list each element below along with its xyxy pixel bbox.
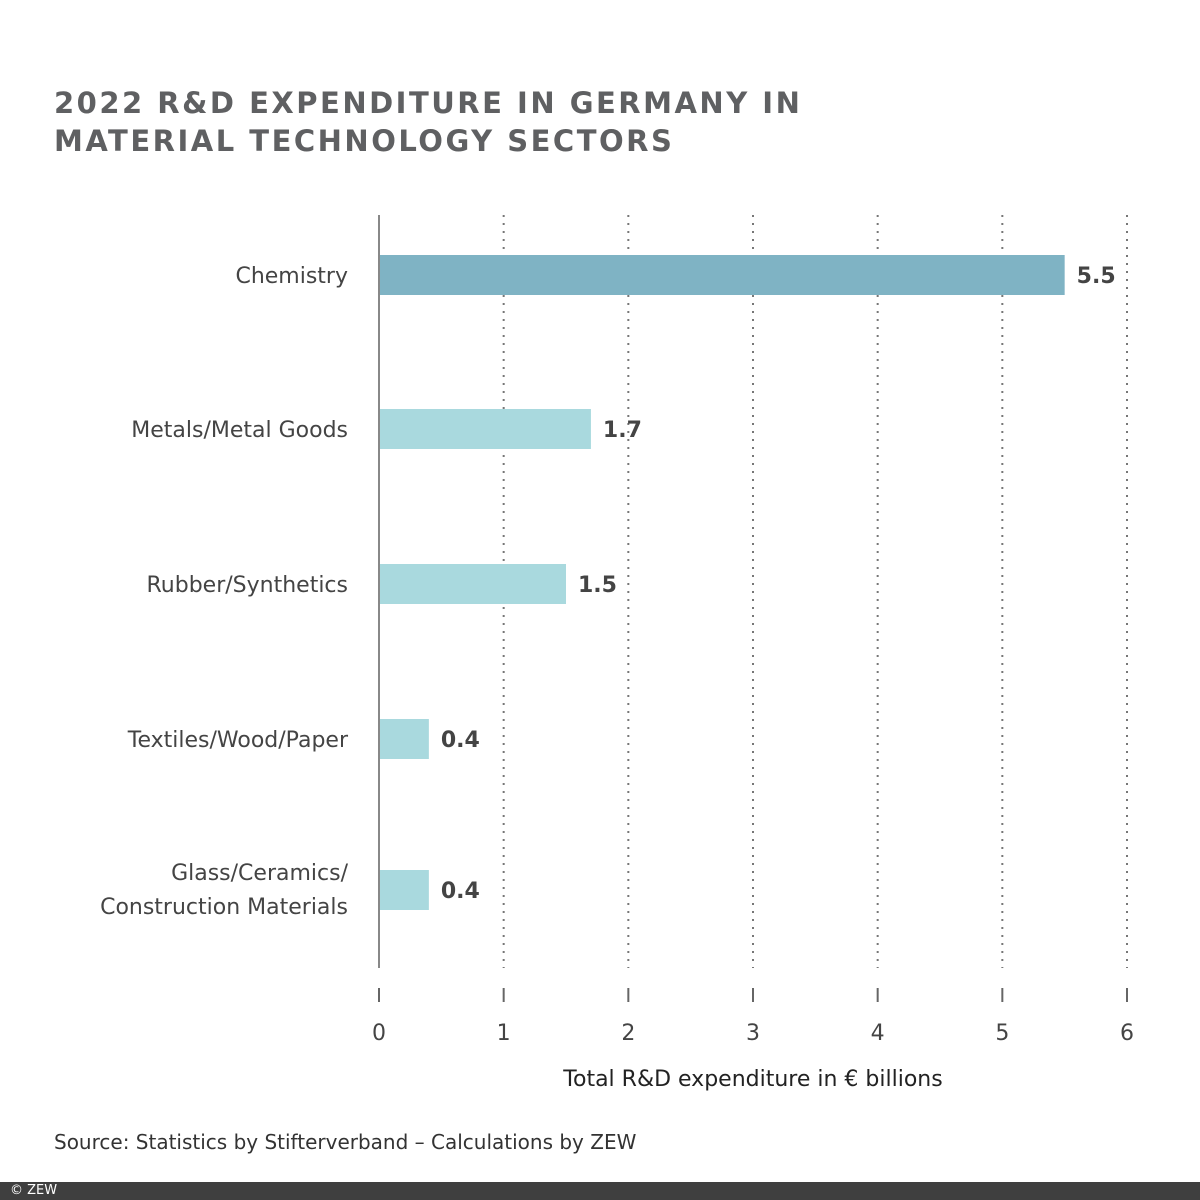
source-note: Source: Statistics by Stifterverband – C… (54, 1130, 637, 1154)
bar (380, 564, 566, 604)
category-label: Rubber/Synthetics (147, 573, 349, 598)
bar (380, 870, 429, 910)
bar (380, 719, 429, 759)
data-label: 1.5 (578, 573, 617, 598)
data-label: 1.7 (603, 418, 642, 443)
x-tick-label: 3 (746, 1021, 760, 1046)
bar (380, 409, 591, 449)
x-axis-label: Total R&D expenditure in € billions (562, 1067, 942, 1092)
copyright-bar: © ZEW (0, 1182, 1200, 1200)
x-tick-label: 1 (497, 1021, 511, 1046)
chart-title: 2022 R&D EXPENDITURE IN GERMANY IN MATER… (54, 86, 803, 158)
data-label: 0.4 (441, 879, 480, 904)
x-tick-label: 0 (372, 1021, 386, 1046)
category-label: Textiles/Wood/Paper (127, 728, 349, 753)
category-label: Chemistry (235, 264, 348, 289)
bar (380, 255, 1065, 295)
data-label: 5.5 (1077, 264, 1116, 289)
x-tick-label: 6 (1120, 1021, 1134, 1046)
x-tick-label: 2 (621, 1021, 635, 1046)
x-tick-label: 4 (871, 1021, 885, 1046)
category-label: Metals/Metal Goods (131, 418, 348, 443)
data-label: 0.4 (441, 728, 480, 753)
x-tick-label: 5 (995, 1021, 1009, 1046)
category-label: Glass/Ceramics/Construction Materials (100, 861, 349, 920)
